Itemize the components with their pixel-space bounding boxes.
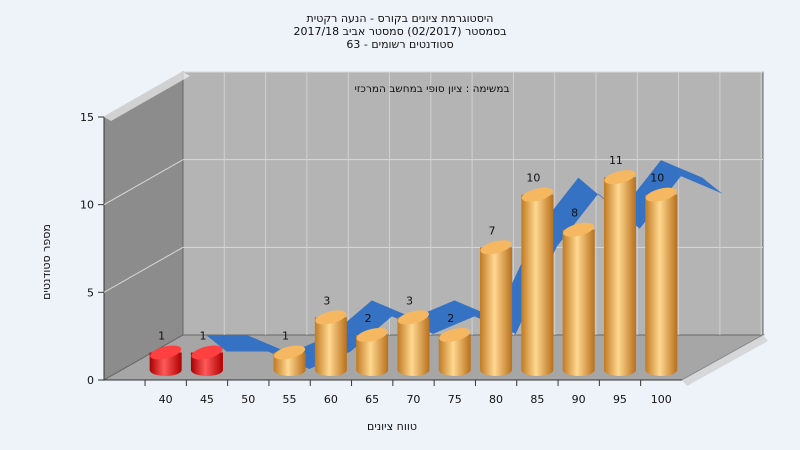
bar-cap <box>480 240 512 255</box>
floor-edge <box>682 335 768 386</box>
bar-body <box>314 317 347 376</box>
bar-cap <box>604 170 636 185</box>
bar-value-label: 1 <box>282 329 289 342</box>
bar-cylinder <box>645 187 678 376</box>
x-tick-label: 75 <box>448 393 462 406</box>
bar-value-label: 3 <box>323 294 330 307</box>
bar-cylinder <box>562 222 595 376</box>
chart-title-line-3: 63 - סטודנטים רשומים <box>346 38 453 51</box>
bar-cap <box>645 187 677 202</box>
side-gridline <box>103 246 184 293</box>
bar-value-label: 1 <box>158 329 165 342</box>
x-tick-label: 40 <box>159 393 173 406</box>
bar-value-label: 11 <box>609 154 623 167</box>
x-axis: 40 45 50 55 60 65 70 75 80 85 90 95 100 <box>144 380 672 406</box>
bar-value-label: 10 <box>650 172 664 185</box>
bar-cylinder <box>438 327 471 376</box>
y-tick-label: 15 <box>80 111 94 124</box>
x-tick-label: 100 <box>651 393 672 406</box>
bar-body <box>645 194 678 376</box>
bar-cap <box>563 222 595 237</box>
bar-cylinder <box>397 310 430 376</box>
chart-title-line-1: היסטוגרמת ציונים בקורס - הנעה רקטית <box>307 12 494 25</box>
bar-cylinder <box>480 240 513 376</box>
bar-cylinder <box>603 170 636 376</box>
side-gridline <box>103 71 184 118</box>
x-tick-label: 85 <box>530 393 544 406</box>
wall-top-highlight <box>104 72 190 121</box>
bar-cylinder <box>149 345 182 376</box>
trend-ribbon <box>206 160 723 369</box>
y-axis-label: מספר סטודנטים <box>40 224 53 300</box>
bar-cap <box>356 327 388 342</box>
bar-cap <box>273 345 306 360</box>
x-tick-label: 95 <box>613 393 627 406</box>
bar-value-label: 3 <box>406 294 413 307</box>
x-tick-label: 50 <box>241 393 255 406</box>
x-axis-label: טווח ציונים <box>367 420 417 433</box>
x-tick-label: 45 <box>200 393 214 406</box>
bar-value-label: 2 <box>365 312 372 325</box>
bar-cap <box>191 345 223 360</box>
bar-cylinder <box>314 310 347 376</box>
bar-body <box>397 317 430 376</box>
bar-cap <box>397 310 430 325</box>
bar-cap <box>315 310 347 325</box>
bar-cylinder <box>356 327 389 376</box>
y-tick-label: 0 <box>87 374 94 387</box>
y-tick-label: 10 <box>80 199 94 212</box>
chart-annotation: במשימה : ציון סופי במחשב המרכזי <box>354 83 509 95</box>
bar-cylinder <box>190 345 223 376</box>
x-tick-label: 60 <box>324 393 338 406</box>
x-tick-label: 70 <box>406 393 420 406</box>
bar-cap <box>521 187 553 202</box>
bar-body <box>438 334 471 376</box>
x-tick-label: 55 <box>283 393 297 406</box>
bar-value-label: 1 <box>199 329 206 342</box>
bars <box>149 170 678 376</box>
bar-body <box>603 177 636 376</box>
bar-value-label: 8 <box>571 207 578 220</box>
bar-value-label: 7 <box>489 224 496 237</box>
bar-cap <box>439 327 471 342</box>
bar-value-label: 2 <box>447 312 454 325</box>
x-tick-label: 90 <box>572 393 586 406</box>
x-tick-label: 65 <box>365 393 379 406</box>
side-gridline <box>103 159 184 206</box>
y-tick-label: 5 <box>87 286 94 299</box>
chart-title-line-2: בסמסטר (02/2017) סמסטר אביב 2017/18 <box>293 25 506 38</box>
bar-body <box>562 229 595 376</box>
bar-body <box>521 194 554 376</box>
bar-value-label: 10 <box>526 172 540 185</box>
y-axis: 0 5 10 15 <box>80 111 104 387</box>
bar-cap <box>150 345 182 360</box>
trend-band <box>206 160 723 369</box>
bar-cylinder <box>273 345 306 376</box>
bar-cylinder <box>521 187 554 376</box>
bar-body <box>356 334 389 376</box>
x-tick-label: 80 <box>489 393 503 406</box>
bar-body <box>480 247 513 376</box>
